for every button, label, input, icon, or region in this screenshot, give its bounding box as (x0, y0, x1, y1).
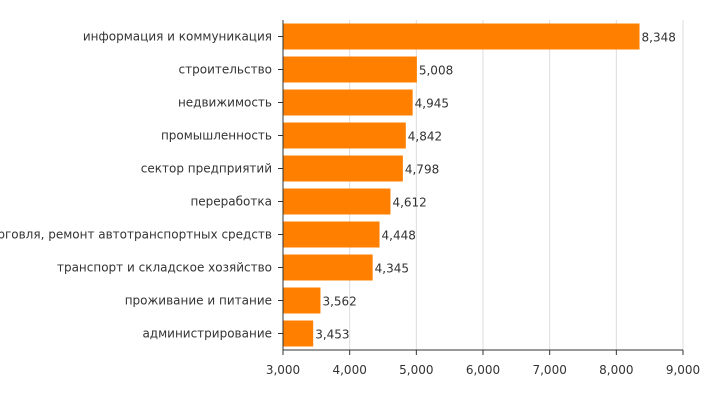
value-label: 4,945 (415, 97, 449, 111)
labels: 3,000 4,000 5,000 6,000 7,000 8,000 9,000 инфор… (0, 30, 700, 378)
x-tick-label: 3,000 (266, 363, 300, 377)
x-tick-label: 4,000 (332, 363, 366, 377)
category-label: промышленность (161, 129, 272, 143)
value-label: 3,453 (315, 328, 349, 342)
value-label: 8,348 (642, 31, 676, 45)
x-tick-label: 6,000 (466, 363, 500, 377)
category-label: транспорт и складское хозяйство (57, 261, 272, 275)
bar (283, 89, 413, 116)
category-label: недвижимость (178, 96, 272, 110)
bar (283, 188, 391, 215)
x-tick-label: 8,000 (599, 363, 633, 377)
category-label: сектор предприятий (141, 162, 272, 176)
category-label: строительство (179, 63, 272, 77)
category-label: торговля, ремонт автотранспортных средст… (0, 228, 272, 242)
value-label: 4,842 (408, 130, 442, 144)
x-tick-label: 7,000 (532, 363, 566, 377)
bar (283, 23, 640, 50)
category-label: администрирование (142, 327, 272, 341)
value-label: 5,008 (419, 64, 453, 78)
category-label: переработка (190, 195, 272, 209)
bars (283, 23, 640, 347)
bar (283, 155, 403, 182)
bar (283, 221, 380, 248)
value-label: 4,798 (405, 163, 439, 177)
x-tick-label: 9,000 (666, 363, 700, 377)
category-label: проживание и питание (125, 294, 272, 308)
x-tick-label: 5,000 (399, 363, 433, 377)
category-label: информация и коммуникация (83, 30, 272, 44)
bar (283, 287, 321, 314)
value-label: 4,448 (382, 229, 416, 243)
value-label: 4,345 (375, 262, 409, 276)
bar (283, 254, 373, 281)
bar (283, 122, 406, 149)
value-label: 4,612 (392, 196, 426, 210)
bar (283, 320, 314, 347)
value-label: 3,562 (322, 295, 356, 309)
bar (283, 56, 417, 83)
